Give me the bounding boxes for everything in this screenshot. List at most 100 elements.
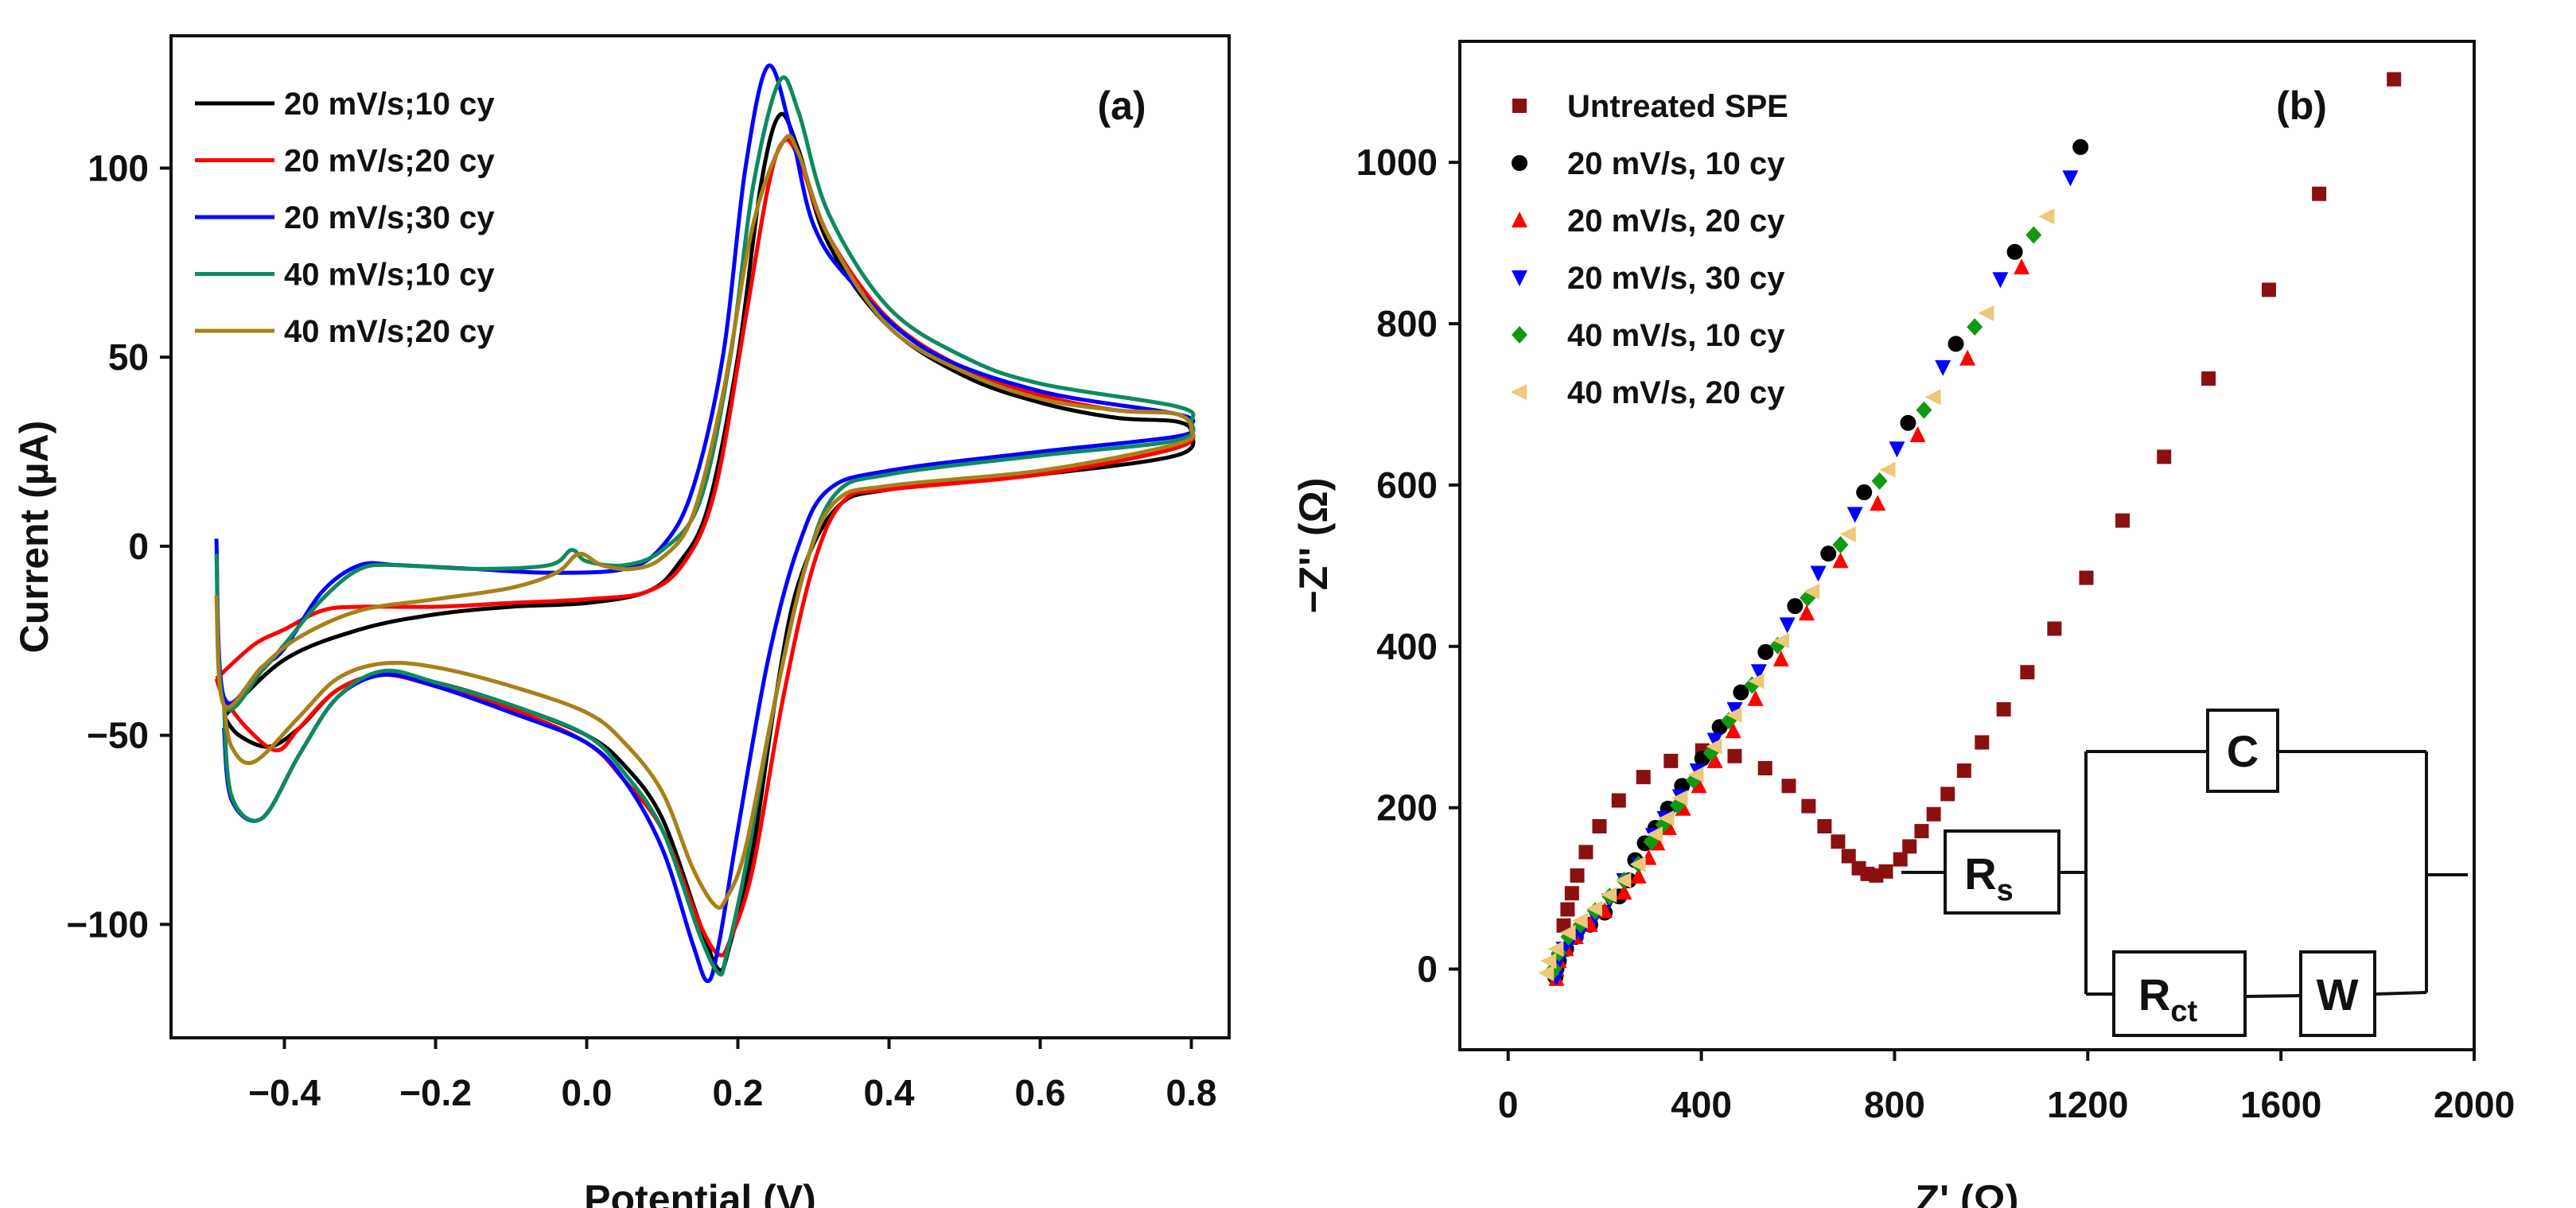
x-tick-label: 1200 <box>2047 1084 2128 1125</box>
data-point <box>1956 763 1971 779</box>
data-point <box>1926 806 1941 822</box>
data-point <box>1559 924 1576 941</box>
data-point <box>1841 849 1856 864</box>
series-40-mv-s-20-cy <box>1538 208 2055 981</box>
data-point <box>1996 701 2011 717</box>
legend-item: 20 mV/s, 20 cy <box>1512 204 1785 239</box>
data-point <box>1646 826 1663 843</box>
legend-item: 20 mV/s;10 cy <box>195 87 495 122</box>
legend-label: 20 mV/s;20 cy <box>284 144 495 179</box>
data-point <box>1706 738 1722 755</box>
y-tick-label: 800 <box>1376 303 1438 344</box>
data-point <box>1636 770 1651 785</box>
data-point <box>1893 852 1908 867</box>
data-point <box>1889 441 1905 458</box>
data-point <box>2079 570 2094 585</box>
warburg-w <box>2299 950 2376 1037</box>
data-point <box>1916 401 1932 419</box>
data-point <box>2020 665 2035 680</box>
w-label: W <box>2317 969 2359 1020</box>
legend-item: 20 mV/s, 30 cy <box>1512 261 1785 296</box>
data-point <box>1757 760 1772 775</box>
legend-label: 40 mV/s;20 cy <box>284 314 495 349</box>
y-axis-label: Current (µA) <box>12 421 56 654</box>
series-40-mv-s-20-cy <box>214 134 1196 910</box>
legend-label: 40 mV/s, 10 cy <box>1567 318 1785 353</box>
legend-marker <box>1512 99 1527 113</box>
data-point <box>1578 845 1593 860</box>
x-axis-label: Z' (Ω) <box>1916 1177 2019 1208</box>
series-20-mv-s-20-cy <box>214 138 1196 957</box>
panel-label: (b) <box>2276 84 2327 128</box>
data-point <box>1687 767 1704 783</box>
y-tick-label: 0 <box>1417 949 1438 990</box>
data-point <box>2025 226 2042 244</box>
legend-item: 20 mV/s, 10 cy <box>1512 146 1785 181</box>
data-point <box>2261 282 2276 297</box>
data-point <box>1804 583 1820 600</box>
data-point <box>1801 798 1816 814</box>
data-point <box>1810 565 1827 582</box>
legend-item: 40 mV/s, 10 cy <box>1512 318 1785 353</box>
x-tick-label: 0.0 <box>562 1072 613 1113</box>
x-axis-label: Potential (V) <box>584 1177 816 1208</box>
data-point <box>2014 258 2030 275</box>
data-point <box>1870 495 1886 511</box>
legend-item: Untreated SPE <box>1512 89 1788 124</box>
equivalent-circuit-inset <box>1901 709 2468 1037</box>
data-point <box>1691 777 1707 794</box>
x-tick-label: 0.2 <box>713 1072 764 1113</box>
legend-label: 20 mV/s;10 cy <box>284 87 495 122</box>
data-point <box>1629 856 1646 872</box>
plot-frame <box>169 34 1231 1039</box>
data-point <box>1560 902 1575 917</box>
y-axis-label: −Z'' (Ω) <box>1291 478 1336 614</box>
data-point <box>1924 389 1941 406</box>
data-point <box>1727 748 1742 763</box>
data-point <box>1570 868 1585 883</box>
data-point <box>1948 336 1964 352</box>
x-tick-label: 400 <box>1671 1084 1732 1125</box>
data-point <box>1871 472 1888 490</box>
legend-label: 20 mV/s, 10 cy <box>1567 146 1785 181</box>
x-tick-label: 0 <box>1498 1084 1519 1125</box>
series-untreated-spe <box>1556 72 2402 933</box>
data-point <box>1658 810 1675 826</box>
x-tick-label: 0.6 <box>1015 1072 1066 1113</box>
data-point <box>1831 834 1846 849</box>
rs-label: Rs <box>1964 849 2014 907</box>
data-point <box>2312 186 2327 201</box>
data-point <box>1706 732 1723 749</box>
data-point <box>1878 864 1893 879</box>
y-tick-label: −100 <box>66 903 149 945</box>
data-point <box>2038 208 2055 225</box>
data-point <box>1879 461 1896 478</box>
circuit-wire <box>2374 991 2427 996</box>
data-point <box>2006 243 2023 260</box>
data-point <box>1787 598 1804 615</box>
data-point <box>1967 318 1983 336</box>
data-point <box>1726 707 1742 724</box>
data-point <box>2387 72 2402 87</box>
data-point <box>1564 886 1579 901</box>
panel-label: (a) <box>1097 84 1146 128</box>
plot-frame <box>1458 40 2476 1051</box>
resistor-rct <box>2112 950 2247 1037</box>
legend-item: 40 mV/s, 20 cy <box>1511 375 1785 410</box>
data-point <box>1664 753 1679 768</box>
data-point <box>1630 867 1647 884</box>
legend-label: 40 mV/s;10 cy <box>284 258 495 293</box>
series-line <box>214 134 1196 910</box>
data-point <box>2115 513 2130 528</box>
data-point <box>1909 426 1926 443</box>
y-tick-label: 0 <box>128 526 149 567</box>
data-point <box>1940 787 1955 802</box>
x-tick-label: 0.4 <box>864 1072 915 1113</box>
data-point <box>1547 941 1564 957</box>
x-tick-label: 2000 <box>2434 1084 2515 1125</box>
legend-marker <box>1512 155 1527 171</box>
legend-marker <box>1511 384 1527 400</box>
data-point <box>1992 272 2009 289</box>
capacitor-c <box>2206 709 2279 793</box>
